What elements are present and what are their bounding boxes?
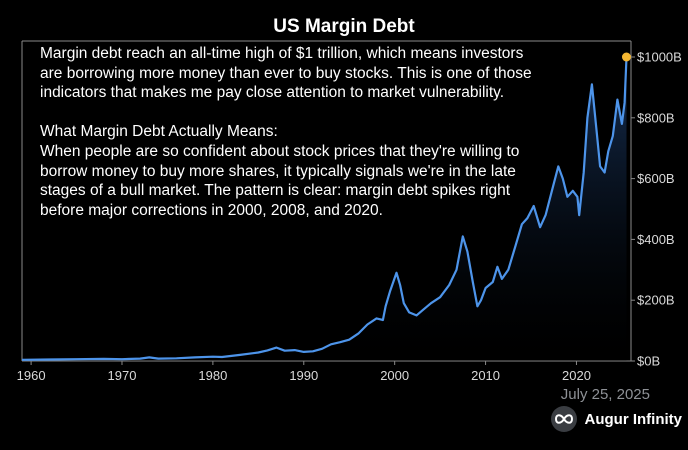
x-tick-label: 2020 <box>562 368 591 383</box>
x-tick-label: 1960 <box>17 368 46 383</box>
y-tick-label: $600B <box>637 171 675 186</box>
y-tick-label: $1000B <box>637 50 682 65</box>
chart-title: US Margin Debt <box>273 16 415 37</box>
x-tick-label: 1970 <box>108 368 137 383</box>
x-tick-label: 2000 <box>380 368 409 383</box>
series-area <box>22 57 627 361</box>
x-tick-label: 2010 <box>471 368 500 383</box>
brand: Augur Infinity <box>550 406 683 432</box>
brand-name: Augur Infinity <box>584 410 683 428</box>
infinity-icon <box>550 406 577 432</box>
y-tick-label: $0B <box>637 354 660 369</box>
all-time-high-point <box>621 52 631 62</box>
annotation-paragraph-1: Margin debt reach an all-time high of $1… <box>40 45 532 102</box>
annotation-text: Margin debt reach an all-time high of $1… <box>40 44 540 220</box>
y-tick-label: $200B <box>637 293 675 308</box>
y-tick-label: $800B <box>637 110 675 125</box>
annotation-heading: What Margin Debt Actually Means: <box>40 123 278 141</box>
date-label: July 25, 2025 <box>560 386 650 403</box>
x-tick-label: 1980 <box>198 368 227 383</box>
annotation-paragraph-2: When people are so confident about stock… <box>40 142 520 219</box>
y-tick-label: $400B <box>637 232 675 247</box>
x-tick-label: 1990 <box>289 368 318 383</box>
series-line <box>21 56 628 361</box>
